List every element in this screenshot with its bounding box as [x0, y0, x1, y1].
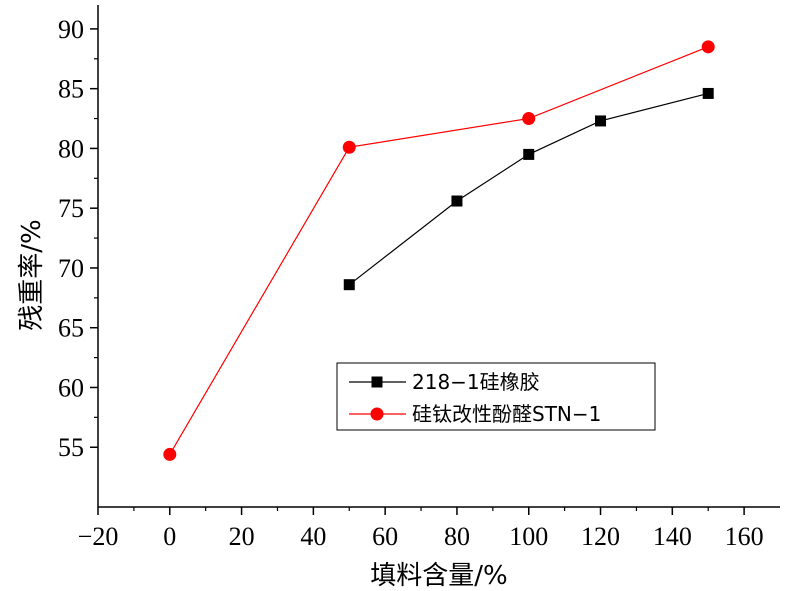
series-2-point	[342, 140, 356, 154]
legend-marker-series-1	[371, 376, 383, 388]
legend-label-series-2: 硅钛改性酚醛STN−1	[412, 402, 601, 426]
series-2-point	[522, 112, 536, 126]
x-tick-label: 40	[300, 522, 326, 551]
y-tick-label: 90	[58, 15, 84, 44]
series-2-point	[701, 40, 715, 54]
series-layer	[163, 40, 715, 461]
y-tick-label: 70	[58, 254, 84, 283]
series-1-point	[702, 87, 714, 99]
legend-box	[336, 362, 656, 431]
series-2-point	[163, 447, 177, 461]
series-1-point	[343, 279, 355, 291]
x-tick-label: −20	[78, 522, 119, 551]
y-tick-label: 80	[58, 134, 84, 163]
y-axis-title: 残重率/%	[17, 219, 47, 330]
series-1-point	[451, 195, 463, 207]
x-tick-label: 60	[372, 522, 398, 551]
series-1-point	[595, 115, 607, 127]
y-tick-label: 65	[58, 314, 84, 343]
x-tick-label: 0	[163, 522, 176, 551]
x-tick-label: 140	[653, 522, 692, 551]
x-tick-label: 160	[725, 522, 764, 551]
x-tick-label: 120	[581, 522, 620, 551]
y-tick-label: 60	[58, 373, 84, 402]
y-tick-label: 55	[58, 433, 84, 462]
series-1-point	[523, 148, 535, 160]
x-tick-label: 80	[444, 522, 470, 551]
series-2-line	[169, 46, 709, 455]
x-tick-label: 20	[229, 522, 255, 551]
legend-marker-series-2	[370, 407, 384, 421]
legend: 218−1硅橡胶 硅钛改性酚醛STN−1	[336, 362, 656, 431]
x-axis-title: 填料含量/%	[370, 561, 507, 591]
y-tick-label: 85	[58, 75, 84, 104]
y-axis-ticks: 55 60 65 70 75 80 85 90	[58, 15, 98, 462]
x-tick-label: 100	[509, 522, 548, 551]
legend-label-series-1: 218−1硅橡胶	[412, 370, 540, 394]
y-tick-label: 75	[58, 194, 84, 223]
x-axis-ticks: −20 0 20 40 60 80 100 120 140 160	[78, 507, 764, 551]
